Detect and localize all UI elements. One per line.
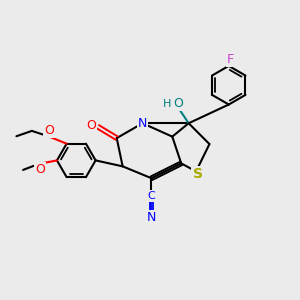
Text: C: C — [148, 191, 155, 201]
Text: S: S — [193, 167, 202, 182]
Text: F: F — [227, 53, 234, 66]
Text: N: N — [138, 117, 147, 130]
Text: O: O — [35, 163, 45, 176]
Text: N: N — [147, 211, 156, 224]
Text: O: O — [173, 98, 183, 110]
Text: H: H — [163, 99, 171, 109]
Text: O: O — [86, 119, 96, 132]
Text: O: O — [44, 124, 54, 137]
